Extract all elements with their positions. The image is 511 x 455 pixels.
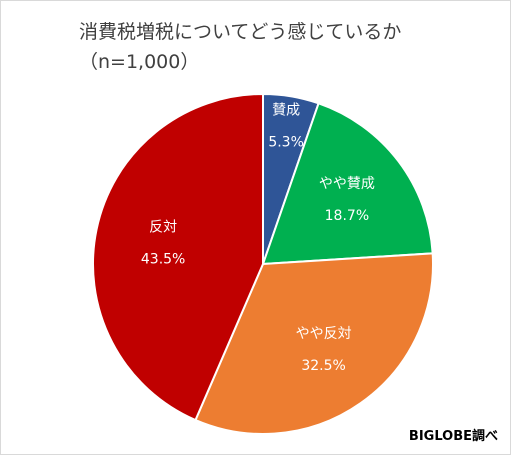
pie-slice-4 — [92, 92, 264, 422]
source-label: BIGLOBE調べ — [408, 429, 498, 444]
chart-title: 消費税増税についてどう感じているか （n=1,000） — [79, 21, 402, 73]
slice-value-label: 32.5% — [301, 358, 345, 374]
slice-category-label: やや賛成 — [319, 176, 375, 192]
slice-value-label: 5.3% — [268, 135, 304, 151]
slice-value-label: 43.5% — [141, 251, 185, 267]
slice-value-label: 18.7% — [325, 208, 369, 224]
slice-category-label: 賛成 — [272, 103, 300, 119]
pie-slice-3 — [194, 252, 434, 435]
slice-category-label: やや反対 — [296, 326, 352, 342]
slice-category-label: 反対 — [149, 219, 177, 235]
pie-slice-2 — [261, 102, 434, 266]
